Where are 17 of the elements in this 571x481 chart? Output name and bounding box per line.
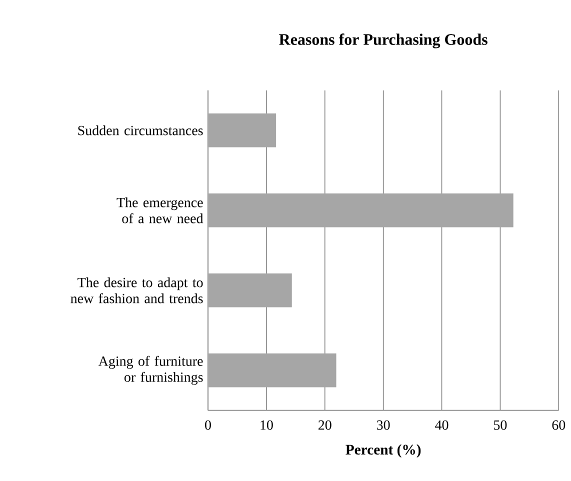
y-tick-label: Aging of furniture or furnishings (98, 356, 203, 385)
x-axis-title: Percent (%) (346, 444, 421, 458)
x-tick-label: 50 (494, 420, 507, 430)
y-tick-label: Sudden circumstances (78, 125, 203, 136)
y-tick-label: The emergence of a new need (116, 197, 204, 224)
x-tick-label: 30 (377, 420, 390, 430)
x-tick-label: 20 (318, 420, 332, 430)
bar (208, 273, 292, 308)
x-tick-label: 40 (435, 420, 448, 430)
bar (208, 113, 276, 148)
chart-title: Reasons for Purchasing Goods (279, 33, 488, 48)
y-tick-label: The desire to adapt to new fashion and trends (70, 277, 203, 304)
x-tick-label: 0 (205, 420, 211, 430)
bar (208, 193, 514, 228)
x-tick-label: 10 (260, 420, 273, 430)
x-tick-label: 60 (552, 420, 566, 430)
bar (208, 353, 336, 388)
